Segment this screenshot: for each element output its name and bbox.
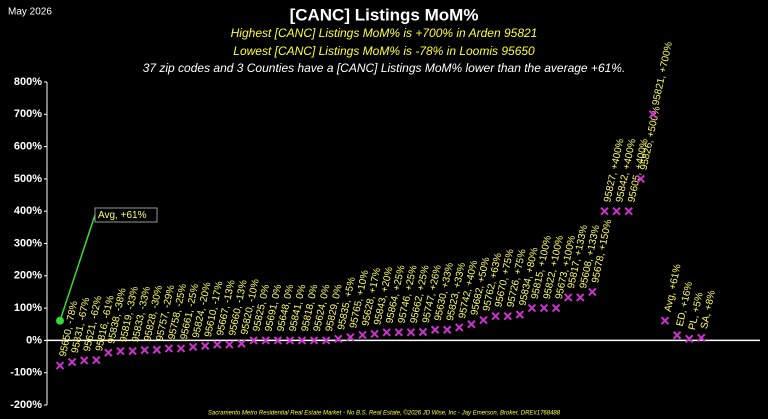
annotation-label: Avg, +61% bbox=[98, 210, 147, 221]
y-tick-label: 800% bbox=[14, 76, 42, 88]
data-label: 95821, +700% bbox=[651, 41, 675, 107]
marker bbox=[55, 361, 65, 370]
marker bbox=[442, 325, 452, 334]
marker bbox=[563, 293, 573, 302]
y-tick-label: -200% bbox=[10, 399, 42, 411]
marker bbox=[164, 344, 174, 353]
marker bbox=[455, 323, 464, 332]
marker bbox=[128, 346, 137, 356]
marker bbox=[140, 345, 149, 355]
annotation-box bbox=[94, 207, 158, 223]
marker bbox=[382, 328, 391, 337]
marker bbox=[358, 330, 367, 340]
marker bbox=[551, 303, 561, 313]
marker bbox=[176, 344, 186, 353]
marker bbox=[213, 340, 222, 349]
y-tick-label: 600% bbox=[14, 141, 42, 153]
y-tick-label: -100% bbox=[10, 367, 42, 379]
marker bbox=[479, 315, 488, 325]
marker bbox=[346, 332, 355, 342]
y-tick-label: 500% bbox=[14, 173, 42, 185]
marker bbox=[697, 333, 706, 343]
marker bbox=[285, 336, 295, 345]
marker bbox=[309, 336, 319, 345]
marker bbox=[104, 348, 113, 357]
annotation-line bbox=[59, 214, 96, 321]
marker bbox=[67, 357, 77, 367]
marker bbox=[79, 356, 89, 365]
marker bbox=[273, 336, 283, 345]
marker bbox=[527, 303, 537, 313]
footer: Sacramento Metro Residential Real Estate… bbox=[208, 410, 561, 417]
y-tick-label: 700% bbox=[14, 108, 42, 120]
marker bbox=[418, 327, 428, 337]
marker bbox=[467, 320, 476, 329]
annotation-marker bbox=[56, 316, 64, 325]
y-tick-label: 100% bbox=[14, 302, 42, 314]
marker bbox=[237, 339, 246, 348]
marker bbox=[225, 340, 234, 349]
y-tick-label: 200% bbox=[14, 270, 42, 282]
marker bbox=[321, 336, 331, 345]
marker bbox=[503, 311, 512, 321]
marker bbox=[92, 355, 101, 365]
marker bbox=[334, 334, 343, 343]
subtitle: Highest [CANC] Listings MoM% is +700% in… bbox=[231, 26, 538, 40]
marker bbox=[612, 206, 621, 216]
marker bbox=[430, 325, 440, 334]
marker bbox=[576, 293, 585, 302]
marker bbox=[297, 336, 307, 345]
marker bbox=[116, 346, 125, 356]
y-tick-label: 300% bbox=[14, 237, 42, 249]
marker bbox=[648, 110, 658, 119]
chart-title: [CANC] Listings MoM% bbox=[290, 5, 479, 24]
marker bbox=[249, 336, 258, 345]
marker bbox=[588, 287, 597, 297]
marker bbox=[660, 316, 670, 325]
marker bbox=[152, 345, 162, 354]
marker bbox=[539, 303, 549, 313]
marker bbox=[200, 341, 210, 351]
marker bbox=[515, 310, 525, 319]
y-tick-label: 0% bbox=[26, 334, 42, 346]
marker bbox=[394, 328, 404, 337]
marker bbox=[636, 174, 646, 184]
marker bbox=[624, 206, 633, 216]
marker bbox=[672, 331, 682, 340]
marker bbox=[370, 329, 379, 339]
marker bbox=[188, 342, 198, 352]
y-tick-label: 400% bbox=[14, 205, 42, 217]
marker bbox=[684, 334, 694, 343]
marker bbox=[261, 336, 270, 345]
marker bbox=[491, 311, 500, 321]
subtitle: Lowest [CANC] Listings MoM% is -78% in L… bbox=[233, 44, 535, 58]
date: May 2026 bbox=[8, 7, 52, 18]
subtitle: 37 zip codes and 3 Counties have a [CANC… bbox=[143, 61, 626, 75]
marker bbox=[406, 328, 416, 337]
marker bbox=[600, 206, 609, 216]
